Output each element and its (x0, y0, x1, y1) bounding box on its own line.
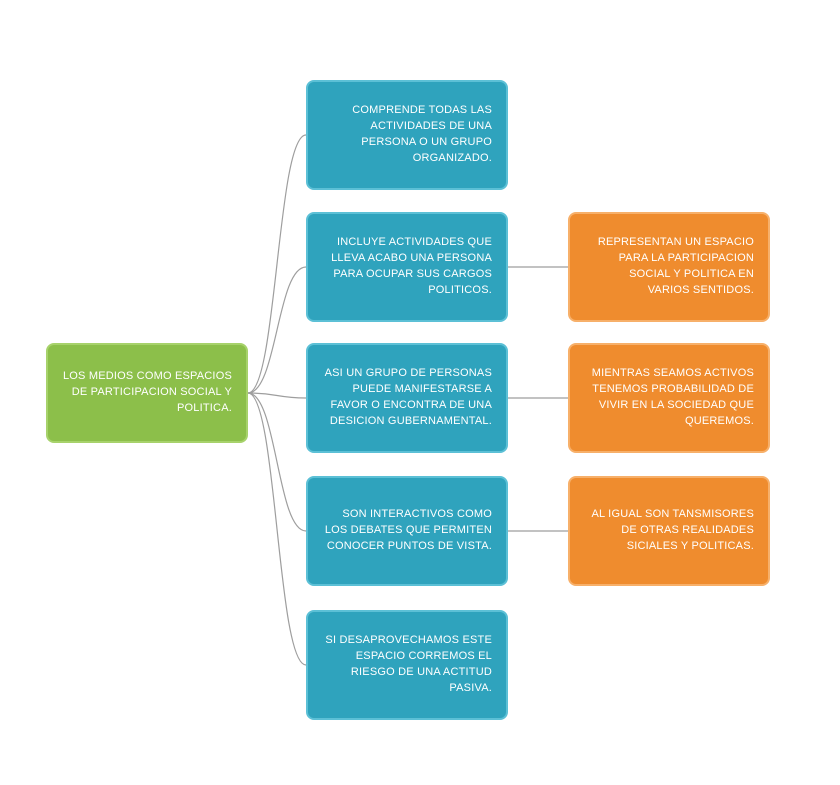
diagram-canvas: LOS MEDIOS COMO ESPACIOS DE PARTICIPACIO… (0, 0, 840, 785)
connector (248, 393, 306, 665)
connector (248, 393, 306, 398)
level3-node-0-label: REPRESENTAN UN ESPACIO PARA LA PARTICIPA… (584, 235, 754, 299)
level2-node-1-label: INCLUYE ACTIVIDADES QUE LLEVA ACABO UNA … (322, 235, 492, 299)
level2-node-2-label: ASI UN GRUPO DE PERSONAS PUEDE MANIFESTA… (322, 366, 492, 430)
level2-node-1: INCLUYE ACTIVIDADES QUE LLEVA ACABO UNA … (306, 212, 508, 322)
level2-node-0: COMPRENDE TODAS LAS ACTIVIDADES DE UNA P… (306, 80, 508, 190)
level2-node-4: SI DESAPROVECHAMOS ESTE ESPACIO CORREMOS… (306, 610, 508, 720)
level2-node-3: SON INTERACTIVOS COMO LOS DEBATES QUE PE… (306, 476, 508, 586)
level3-node-1-label: MIENTRAS SEAMOS ACTIVOS TENEMOS PROBABIL… (584, 366, 754, 430)
connector (248, 267, 306, 393)
level3-node-0: REPRESENTAN UN ESPACIO PARA LA PARTICIPA… (568, 212, 770, 322)
level2-node-0-label: COMPRENDE TODAS LAS ACTIVIDADES DE UNA P… (322, 103, 492, 167)
connector (248, 393, 306, 531)
level2-node-2: ASI UN GRUPO DE PERSONAS PUEDE MANIFESTA… (306, 343, 508, 453)
level3-node-1: MIENTRAS SEAMOS ACTIVOS TENEMOS PROBABIL… (568, 343, 770, 453)
root-node-label: LOS MEDIOS COMO ESPACIOS DE PARTICIPACIO… (62, 369, 232, 417)
connector (248, 135, 306, 393)
level2-node-4-label: SI DESAPROVECHAMOS ESTE ESPACIO CORREMOS… (322, 633, 492, 697)
level3-node-2: AL IGUAL SON TANSMISORES DE OTRAS REALID… (568, 476, 770, 586)
level3-node-2-label: AL IGUAL SON TANSMISORES DE OTRAS REALID… (584, 507, 754, 555)
level2-node-3-label: SON INTERACTIVOS COMO LOS DEBATES QUE PE… (322, 507, 492, 555)
root-node: LOS MEDIOS COMO ESPACIOS DE PARTICIPACIO… (46, 343, 248, 443)
